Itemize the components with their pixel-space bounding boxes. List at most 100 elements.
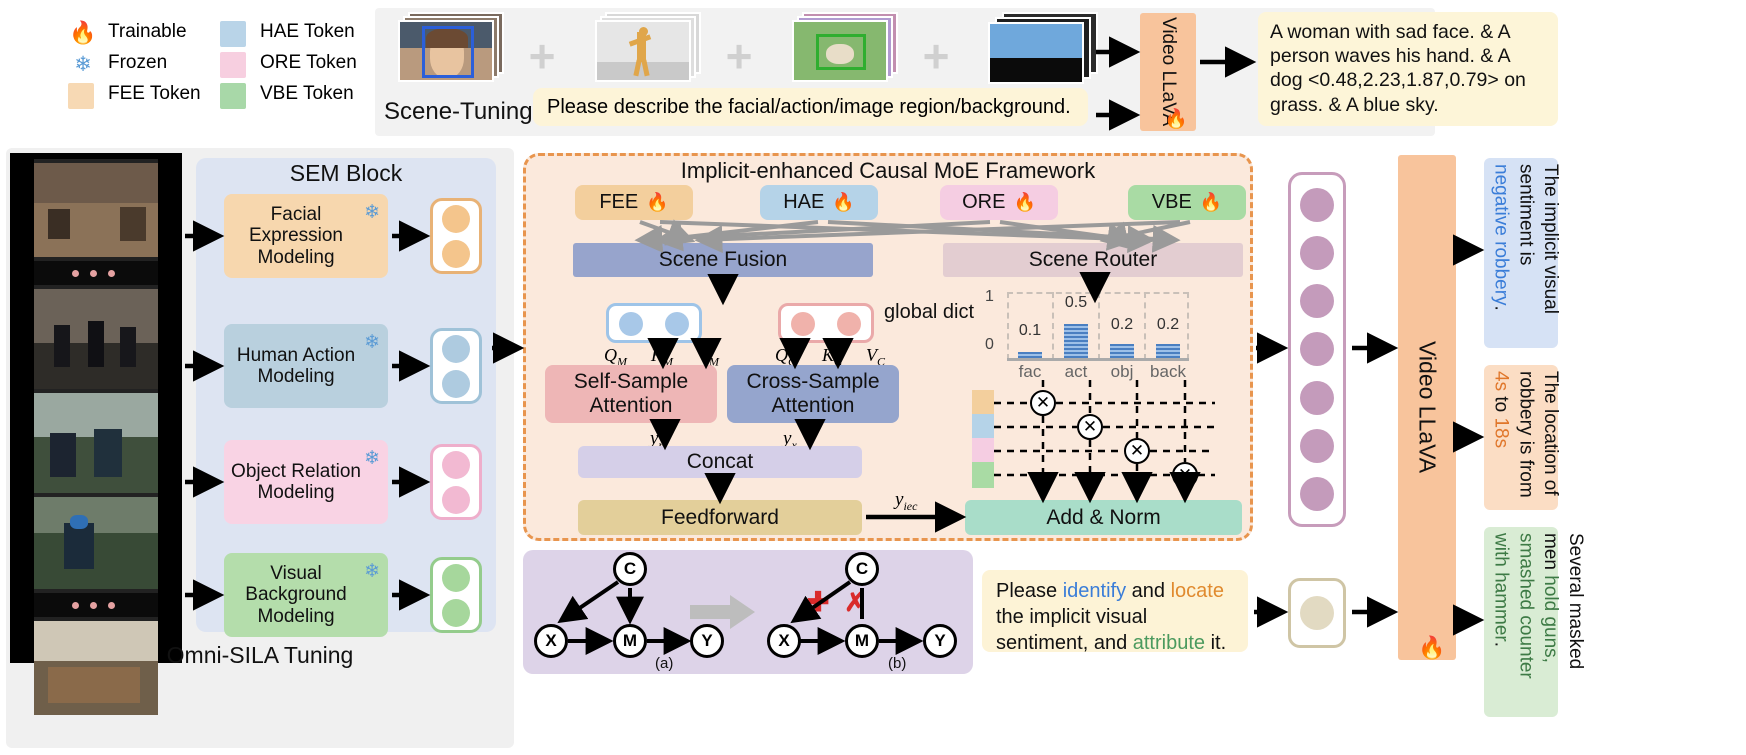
causal-a-node-c: C [613, 552, 647, 586]
flame-icon-ore: 🔥 [1013, 192, 1036, 212]
concat-box: Concat [578, 446, 862, 478]
plus-icon-2: + [725, 30, 753, 82]
causal-b-node-m: M [845, 624, 879, 658]
cross-sample-attention[interactable]: Cross-Sample Attention [727, 365, 899, 423]
causal-caption-b: (b) [888, 655, 907, 672]
router-gate-vbe [972, 462, 994, 488]
token-dot [1300, 428, 1334, 463]
chart-bar-3 [1156, 344, 1180, 358]
legend-icon-frozen: ❄ [74, 52, 92, 76]
legend-label-fee: FEE Token [108, 83, 201, 104]
scene-tuning-output-text: A woman with sad face. & A person waves … [1270, 21, 1526, 116]
router-gate-fee [972, 390, 994, 416]
expert-hae[interactable]: HAE 🔥 [760, 185, 878, 220]
action-thumb [595, 12, 705, 84]
instruction-card: Please identify and locate the implicit … [982, 570, 1248, 654]
chart-xtick-0: fac [1018, 362, 1042, 381]
module-ore[interactable]: Object Relation Modeling ❄ [224, 440, 388, 524]
legend-swatch-hae [220, 21, 246, 47]
token-dot [1300, 284, 1334, 319]
token-fee [430, 198, 482, 274]
frame-object-2 [34, 497, 158, 589]
expert-vbe[interactable]: VBE 🔥 [1128, 185, 1246, 220]
chart-xtick-2: obj [1110, 362, 1134, 381]
face-thumb [398, 12, 508, 84]
plus-icon-3: + [922, 30, 950, 82]
module-hae[interactable]: Human Action Modeling ❄ [224, 324, 388, 408]
router-chart: 1 0 0.1 0.5 0.2 0.2 fac act obj back [985, 288, 1200, 381]
module-fee-label: Facial Expression Modeling [249, 204, 343, 268]
token-dot [1300, 332, 1334, 367]
multiply-icon-act: ✕ [1077, 414, 1103, 440]
module-fee[interactable]: Facial Expression Modeling ❄ [224, 194, 388, 278]
cut-icon-1: ✚ [806, 586, 830, 617]
expert-ore[interactable]: ORE 🔥 [940, 185, 1058, 220]
add-norm-box: Add & Norm [965, 500, 1242, 535]
chart-value-1: 0.5 [1064, 294, 1088, 311]
legend-label-frozen: Frozen [108, 52, 168, 73]
router-gate-ore [972, 438, 994, 464]
instruction-token-column [1288, 578, 1346, 648]
router-gate-hae [972, 414, 994, 440]
scene-fusion-bar: Scene Fusion [573, 243, 873, 277]
self-sample-attention[interactable]: Self-Sample Attention [545, 365, 717, 423]
fused-token-column [1288, 172, 1346, 527]
causal-caption-a: (a) [655, 655, 674, 672]
expert-fee[interactable]: FEE 🔥 [575, 185, 693, 220]
output-location-text: The location of robbery is from 4s to 18… [1490, 371, 1562, 498]
flame-icon-vbe: 🔥 [1199, 192, 1223, 212]
feedforward-label: Feedforward [661, 505, 779, 529]
output-sentiment: The implicit visual sentiment is negativ… [1484, 158, 1561, 348]
module-hae-label: Human Action Modeling [236, 344, 356, 387]
sky-thumb [988, 12, 1106, 84]
add-norm-label: Add & Norm [1046, 505, 1161, 529]
snowflake-icon-vbe: ❄ [364, 561, 380, 582]
legend-label-trainable: Trainable [108, 21, 187, 42]
token-dot [1300, 380, 1334, 415]
token-dot [442, 204, 470, 233]
concat-label: Concat [686, 450, 754, 473]
chart-value-0: 0.1 [1018, 322, 1042, 339]
instruction-text: Please identify and locate the implicit … [996, 580, 1227, 654]
legend-label-vbe: VBE Token [260, 83, 354, 104]
yx-label: yx [783, 428, 797, 452]
legend-swatch-fee [68, 83, 94, 109]
yiec-label: yiec [895, 489, 918, 513]
expert-hae-label: HAE [783, 191, 825, 213]
causal-b-node-y: Y [923, 624, 957, 658]
legend: 🔥 Trainable HAE Token ❄ Frozen ORE Token… [60, 18, 390, 128]
flame-icon-main: 🔥 [1418, 635, 1446, 660]
chart-bar-2 [1110, 344, 1134, 358]
chart-xtick-1: act [1064, 362, 1088, 381]
frame-action [34, 289, 158, 389]
token-dot [442, 334, 470, 363]
module-vbe[interactable]: Visual Background Modeling ❄ [224, 553, 388, 637]
token-dot [442, 598, 470, 627]
multiply-icon-back: ✕ [1172, 462, 1198, 488]
token-dot [1300, 188, 1334, 223]
causal-a-node-x: X [534, 624, 568, 658]
scene-tuning-label: Scene-Tuning [384, 98, 533, 125]
frame-gap-2 [34, 593, 158, 617]
causal-b-node-x: X [767, 624, 801, 658]
causal-b-node-c: C [845, 552, 879, 586]
chart-value-3: 0.2 [1156, 316, 1180, 333]
cross-sample-attention-label: Cross-Sample Attention [746, 370, 880, 417]
token-hae [430, 328, 482, 404]
video-llava-main-label: Video LLaVA [1414, 341, 1441, 474]
qkv-box-self [606, 303, 702, 343]
flame-icon-fee: 🔥 [646, 192, 669, 212]
expert-vbe-label: VBE [1151, 191, 1192, 213]
output-sentiment-text: The implicit visual sentiment is negativ… [1490, 164, 1562, 314]
frame-face [34, 163, 158, 257]
token-vbe [430, 557, 482, 633]
scene-fusion-label: Scene Fusion [658, 248, 788, 271]
scene-tuning-prompt: Please describe the facial/action/image … [533, 88, 1088, 126]
causal-a-node-m: M [613, 624, 647, 658]
feedforward-box: Feedforward [578, 500, 862, 535]
output-attribution: Several masked men hold guns, smashed co… [1484, 527, 1586, 717]
chart-bar-1 [1064, 324, 1088, 358]
output-attribution-text: Several masked men hold guns, smashed co… [1490, 533, 1586, 679]
token-dot [442, 450, 470, 479]
module-ore-label: Object Relation Modeling [231, 460, 361, 503]
